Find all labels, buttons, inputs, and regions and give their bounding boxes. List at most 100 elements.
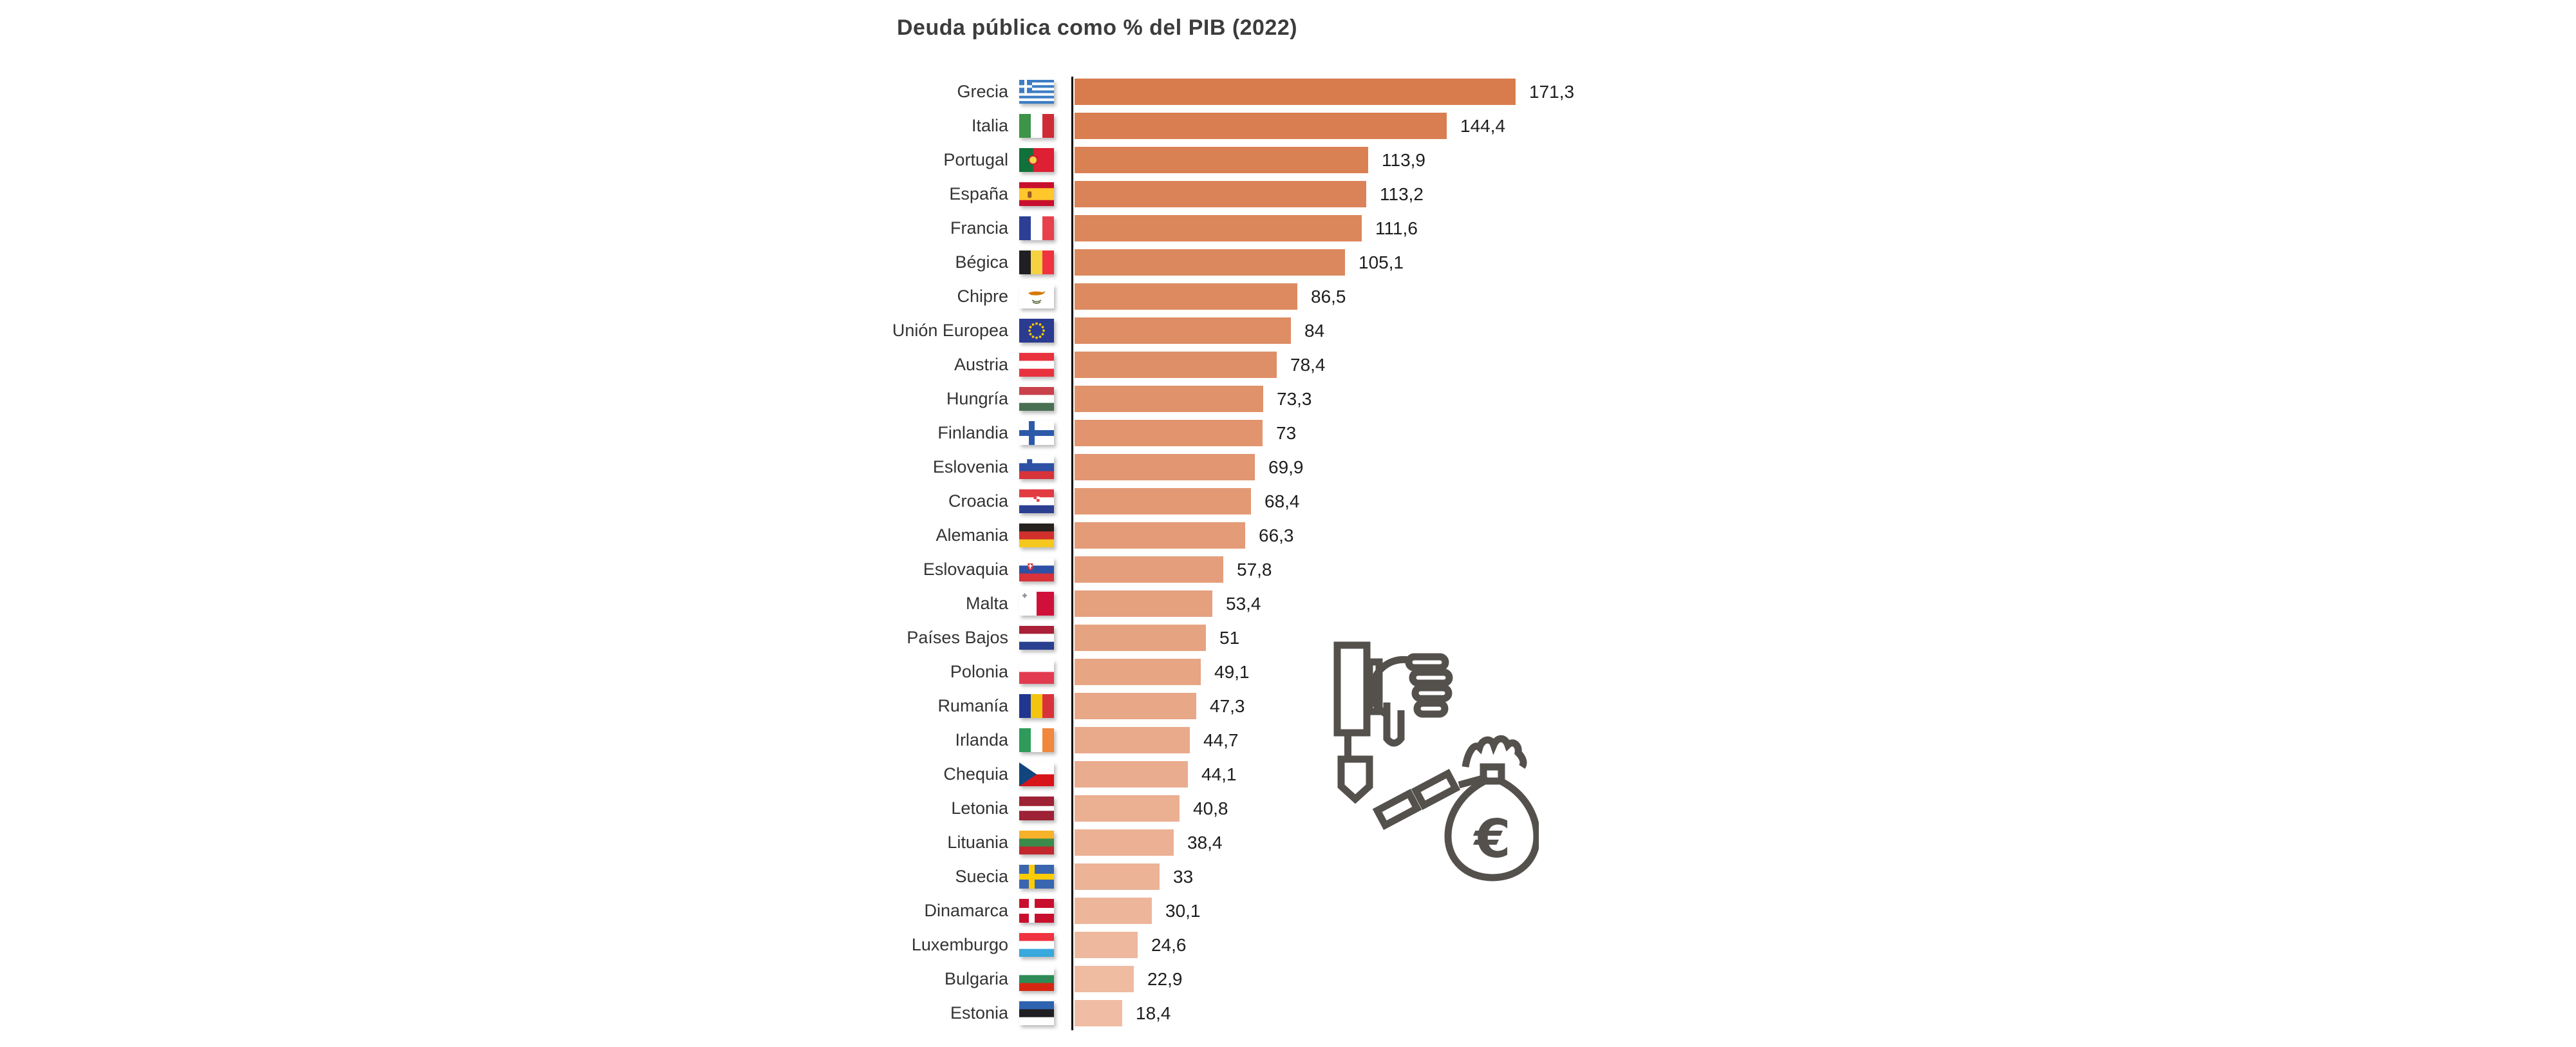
bar <box>1075 215 1362 241</box>
bar-row: Eslovaquia 57,8 <box>0 556 2576 583</box>
thumb-icon <box>1383 703 1405 747</box>
bar-row: Alemania 66,3 <box>0 522 2576 549</box>
bar-row: Eslovenia 69,9 <box>0 454 2576 480</box>
bar-row: Italia 144,4 <box>0 113 2576 139</box>
bar-value: 49,1 <box>1214 662 1250 682</box>
flag-austria-icon <box>1019 353 1054 377</box>
bar-value: 44,1 <box>1201 764 1237 784</box>
axis-line <box>1071 77 1073 1030</box>
country-label: Eslovenia <box>932 457 1008 476</box>
bar <box>1075 113 1447 139</box>
flag-croatia-icon <box>1019 489 1054 513</box>
bar-value: 111,6 <box>1375 218 1418 238</box>
bar <box>1075 966 1134 992</box>
country-label: Irlanda <box>955 730 1008 750</box>
bar-value: 57,8 <box>1237 560 1272 580</box>
flag-lithuania-icon <box>1019 831 1054 854</box>
bar <box>1075 386 1263 412</box>
bar <box>1075 863 1160 890</box>
bar <box>1075 590 1212 617</box>
bar-row: Bulgaria 22,9 <box>0 966 2576 992</box>
bar-value: 171,3 <box>1529 82 1575 102</box>
bar-row: Malta 53,4 <box>0 590 2576 617</box>
flag-czechia-icon <box>1019 762 1054 786</box>
bar-value: 78,4 <box>1290 355 1326 375</box>
bar-row: Luxemburgo 24,6 <box>0 932 2576 958</box>
bar-row: Letonia 40,8 <box>0 795 2576 822</box>
flag-netherlands-icon <box>1019 626 1054 650</box>
country-label: Letonia <box>951 798 1008 818</box>
bar <box>1075 79 1516 105</box>
flag-romania-icon <box>1019 694 1054 718</box>
bar-row: Rumanía 47,3 <box>0 693 2576 719</box>
bar-value: 38,4 <box>1187 833 1223 853</box>
bar-row: Chequia 44,1 <box>0 761 2576 788</box>
country-label: Polonia <box>950 662 1008 681</box>
bar-value: 30,1 <box>1165 901 1201 921</box>
flag-germany-icon <box>1019 524 1054 547</box>
bar-value: 105,1 <box>1359 252 1404 272</box>
bar <box>1075 488 1251 514</box>
finger-icon <box>1411 684 1453 703</box>
country-label: Países Bajos <box>907 628 1008 647</box>
flag-malta-icon <box>1019 592 1054 616</box>
country-label: Lituania <box>947 833 1008 852</box>
flag-denmark-icon <box>1019 899 1054 923</box>
bar-value: 66,3 <box>1259 525 1294 545</box>
bar-value: 24,6 <box>1151 935 1187 955</box>
country-label: Austria <box>954 355 1008 374</box>
country-label: Unión Europea <box>892 321 1008 340</box>
bar-row: Países Bajos 51 <box>0 625 2576 651</box>
bar-value: 53,4 <box>1226 594 1261 614</box>
country-label: Luxemburgo <box>911 935 1008 954</box>
chain-link-icon <box>1372 788 1422 831</box>
bar-row: Suecia 33 <box>0 863 2576 890</box>
flag-estonia-icon <box>1019 1001 1054 1025</box>
bar <box>1075 727 1190 753</box>
flag-belgium-icon <box>1019 250 1054 274</box>
bag-tie-icon <box>1462 735 1527 769</box>
flag-bulgaria-icon <box>1019 967 1054 991</box>
bar-row: Estonia 18,4 <box>0 1000 2576 1026</box>
bar <box>1075 795 1180 822</box>
sleeve-icon <box>1333 641 1371 737</box>
flag-italy-icon <box>1019 114 1054 138</box>
chart-title: Deuda pública como % del PIB (2022) <box>897 15 1298 40</box>
flag-slovakia-icon <box>1019 558 1054 581</box>
bar-value: 44,7 <box>1203 730 1239 750</box>
country-label: Hungría <box>946 389 1008 408</box>
bar <box>1075 249 1345 276</box>
bar-value: 144,4 <box>1460 116 1506 136</box>
bar <box>1075 829 1174 856</box>
bar-value: 113,2 <box>1380 184 1424 204</box>
country-label: Malta <box>965 594 1008 613</box>
bar-row: Portugal 113,9 <box>0 147 2576 173</box>
bar <box>1075 283 1297 310</box>
flag-spain-icon <box>1019 182 1054 206</box>
country-label: Bulgaria <box>944 969 1008 988</box>
bar <box>1075 181 1366 207</box>
flag-ireland-icon <box>1019 728 1054 752</box>
bar-value: 69,9 <box>1268 457 1304 477</box>
country-label: Dinamarca <box>924 901 1008 920</box>
country-label: Alemania <box>935 525 1008 545</box>
bar <box>1075 317 1291 344</box>
bar-row: Lituania 38,4 <box>0 829 2576 856</box>
bag-body-icon <box>1444 778 1539 882</box>
flag-hungary-icon <box>1019 387 1054 411</box>
euro-symbol: € <box>1472 809 1510 870</box>
bar-row: Chipre 86,5 <box>0 283 2576 310</box>
bar-value: 47,3 <box>1210 696 1245 716</box>
bar <box>1075 522 1245 549</box>
bar-value: 86,5 <box>1311 287 1346 307</box>
bar <box>1075 420 1263 446</box>
bar <box>1075 761 1188 788</box>
bar-row: España 113,2 <box>0 181 2576 207</box>
country-label: Suecia <box>955 867 1008 886</box>
country-label: Eslovaquia <box>923 560 1008 579</box>
bar-row: Bégica 105,1 <box>0 249 2576 276</box>
bar <box>1075 898 1152 924</box>
bar <box>1075 556 1223 583</box>
chain-bar-icon <box>1344 733 1351 759</box>
country-label: Estonia <box>950 1003 1008 1023</box>
